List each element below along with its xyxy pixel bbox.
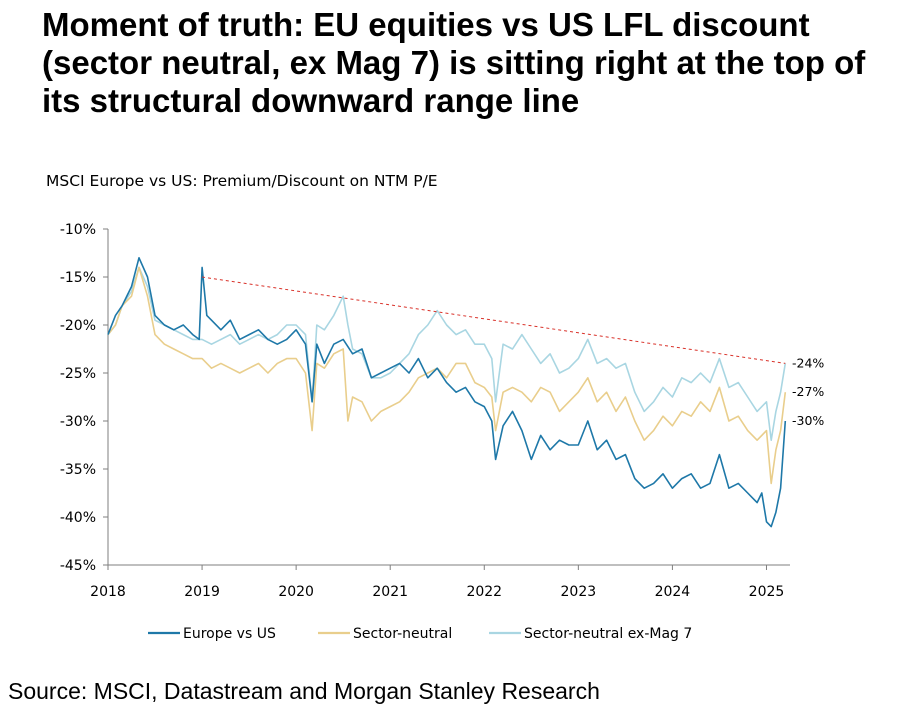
y-tick-label: -15%: [60, 270, 96, 286]
y-tick-label: -10%: [60, 222, 96, 238]
series-line-3: [107, 266, 787, 442]
axes: -10% -15% -20% -25% -30% -35% -40% -45% 2018 2019…: [60, 222, 790, 600]
chart: -10% -15% -20% -25% -30% -35% -40% -45% 2018 2019…: [60, 222, 825, 642]
legend-label: Sector-neutral: [353, 626, 452, 642]
headline: Moment of truth: EU equities vs US LFL d…: [42, 6, 866, 119]
y-tick-label: -35%: [60, 462, 96, 478]
legend-label: Europe vs US: [183, 626, 276, 642]
source-note: Source: MSCI, Datastream and Morgan Stan…: [8, 678, 600, 704]
value-label: -24%: [792, 355, 824, 370]
x-tick-label: 2018: [90, 584, 126, 600]
y-tick-label: -20%: [60, 318, 96, 334]
legend: Europe vs US Sector-neutral Sector-neutral…: [148, 626, 692, 642]
x-tick-label: 2023: [561, 584, 597, 600]
series-layer: [107, 256, 787, 528]
y-tick-label: -45%: [60, 558, 96, 574]
annotations: -24% -27% -30%: [792, 355, 824, 428]
x-tick-label: 2022: [466, 584, 502, 600]
y-tick-label: -40%: [60, 510, 96, 526]
x-tick-label: 2019: [184, 584, 220, 600]
series-line-1: [107, 256, 787, 528]
x-tick-label: 2025: [749, 584, 785, 600]
chart-title: MSCI Europe vs US: Premium/Discount on N…: [46, 172, 438, 190]
x-tick-label: 2024: [655, 584, 691, 600]
series-line-2: [107, 266, 787, 485]
value-label: -30%: [792, 413, 824, 428]
x-tick-label: 2020: [278, 584, 314, 600]
value-label: -27%: [792, 384, 824, 399]
trendline: [201, 276, 786, 364]
legend-label: Sector-neutral ex-Mag 7: [524, 626, 692, 642]
x-tick-label: 2021: [372, 584, 408, 600]
y-tick-label: -25%: [60, 366, 96, 382]
y-tick-label: -30%: [60, 414, 96, 430]
